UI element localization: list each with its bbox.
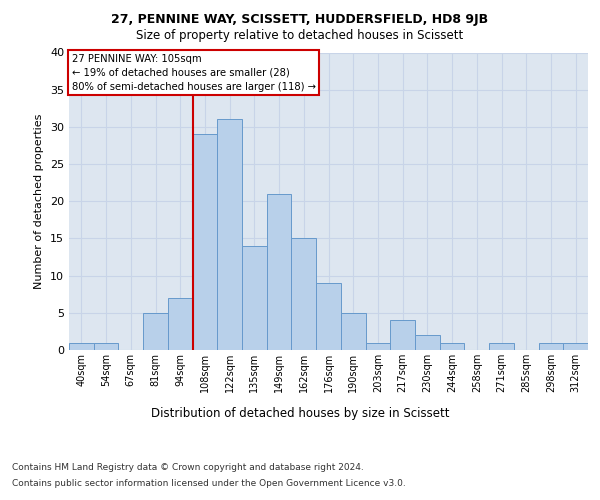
Bar (316, 283, 341, 350)
Text: 27 PENNINE WAY: 105sqm
← 19% of detached houses are smaller (28)
80% of semi-det: 27 PENNINE WAY: 105sqm ← 19% of detached… (71, 54, 316, 92)
Bar (390, 320, 415, 350)
Text: 27, PENNINE WAY, SCISSETT, HUDDERSFIELD, HD8 9JB: 27, PENNINE WAY, SCISSETT, HUDDERSFIELD,… (112, 12, 488, 26)
Bar (193, 134, 217, 350)
Text: Distribution of detached houses by size in Scissett: Distribution of detached houses by size … (151, 408, 449, 420)
Bar (292, 238, 316, 350)
Text: Contains HM Land Registry data © Crown copyright and database right 2024.: Contains HM Land Registry data © Crown c… (12, 462, 364, 471)
Bar (365, 342, 390, 350)
Bar (242, 246, 267, 350)
Text: Size of property relative to detached houses in Scissett: Size of property relative to detached ho… (136, 29, 464, 42)
Y-axis label: Number of detached properties: Number of detached properties (34, 114, 44, 289)
Bar (94, 342, 118, 350)
Bar (415, 335, 440, 350)
Text: Contains public sector information licensed under the Open Government Licence v3: Contains public sector information licen… (12, 479, 406, 488)
Bar (341, 313, 365, 350)
Bar (440, 342, 464, 350)
Bar (69, 342, 94, 350)
Bar (539, 342, 563, 350)
Bar (143, 313, 168, 350)
Bar (563, 342, 588, 350)
Bar (217, 120, 242, 350)
Bar (489, 342, 514, 350)
Bar (168, 298, 193, 350)
Bar (267, 194, 292, 350)
